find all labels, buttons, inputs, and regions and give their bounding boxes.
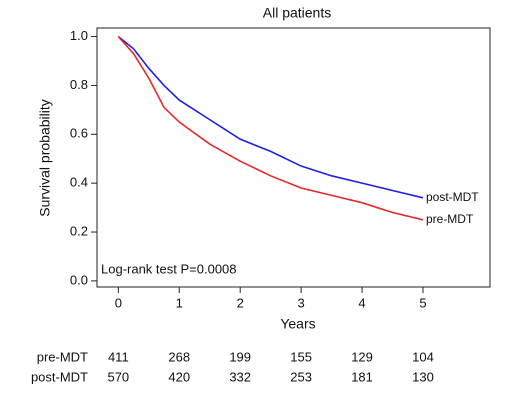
y-tick-label: 0.6 <box>70 126 88 141</box>
risk-count: 104 <box>412 349 434 364</box>
curve-label: pre-MDT <box>426 212 474 226</box>
risk-count: 420 <box>168 369 190 384</box>
risk-count: 411 <box>108 349 129 364</box>
x-tick-label: 5 <box>419 295 426 310</box>
risk-row-label: pre-MDT <box>37 349 88 364</box>
annotation: Log-rank test P=0.0008 <box>101 261 237 276</box>
x-axis-label: Years <box>280 316 315 332</box>
x-tick-label: 1 <box>176 295 183 310</box>
risk-row-label: post-MDT <box>31 369 88 384</box>
x-tick-label: 2 <box>237 295 244 310</box>
y-tick-label: 0.0 <box>70 272 88 287</box>
y-tick-label: 0.2 <box>70 223 88 238</box>
y-tick-label: 0.8 <box>70 77 88 92</box>
curve-label: post-MDT <box>426 190 479 204</box>
survival-curve <box>117 35 424 199</box>
x-tick-label: 4 <box>358 295 365 310</box>
risk-count: 199 <box>229 349 251 364</box>
x-tick-label: 0 <box>115 295 122 310</box>
risk-count: 268 <box>168 349 190 364</box>
y-axis-label: Survival probability <box>37 99 53 217</box>
y-tick-label: 1.0 <box>70 28 88 43</box>
risk-count: 570 <box>107 369 129 384</box>
y-tick-label: 0.4 <box>70 175 88 190</box>
plot-frame <box>96 27 491 288</box>
survival-curve <box>117 36 424 221</box>
risk-count: 181 <box>351 369 373 384</box>
x-tick-label: 3 <box>297 295 304 310</box>
risk-count: 253 <box>290 369 312 384</box>
risk-count: 129 <box>351 349 373 364</box>
chart-title: All patients <box>263 5 331 21</box>
risk-count: 332 <box>229 369 251 384</box>
risk-count: 155 <box>290 349 312 364</box>
risk-count: 130 <box>412 369 434 384</box>
